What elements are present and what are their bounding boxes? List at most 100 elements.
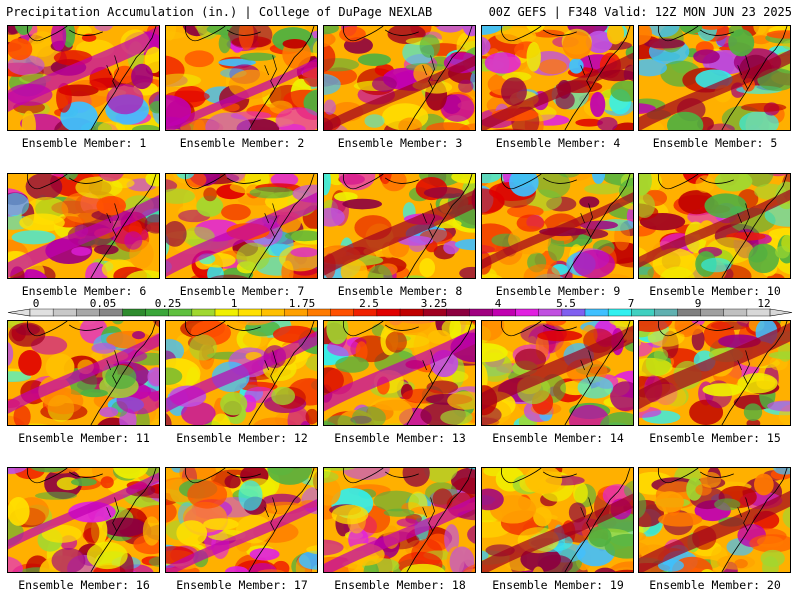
- precipitation-colorbar: [7, 308, 793, 317]
- ensemble-map-panel: [165, 467, 318, 573]
- ensemble-member-label: Ensemble Member: 13: [334, 431, 466, 445]
- ensemble-map-panel: [481, 467, 634, 573]
- colorbar-swatch: [422, 308, 447, 317]
- ensemble-member-label: Ensemble Member: 16: [18, 578, 150, 592]
- ensemble-map-panel: [323, 320, 476, 426]
- colorbar-swatch: [122, 308, 147, 317]
- colorbar-swatch: [399, 308, 424, 317]
- ensemble-map-panel: [481, 25, 634, 131]
- precipitation-field-map: [639, 174, 790, 278]
- colorbar-swatch: [654, 308, 679, 317]
- precipitation-field-map: [639, 468, 790, 572]
- precipitation-field-map: [166, 26, 317, 130]
- run-info: 00Z GEFS | F348 Valid: 12Z MON JUN 23 20…: [488, 5, 792, 19]
- ensemble-member-label: Ensemble Member: 18: [334, 578, 466, 592]
- colorbar-swatch: [677, 308, 702, 317]
- ensemble-map-panel: [165, 25, 318, 131]
- ensemble-map-panel: [323, 25, 476, 131]
- ensemble-member-label: Ensemble Member: 2: [179, 136, 305, 150]
- ensemble-member-label: Ensemble Member: 5: [652, 136, 778, 150]
- ensemble-member-label: Ensemble Member: 7: [179, 284, 305, 298]
- colorbar-swatch: [191, 308, 216, 317]
- colorbar-swatch: [607, 308, 632, 317]
- ensemble-member-label: Ensemble Member: 17: [176, 578, 308, 592]
- colorbar-tick-label: 1.75: [288, 297, 316, 310]
- ensemble-member-label: Ensemble Member: 15: [649, 431, 781, 445]
- ensemble-member-label: Ensemble Member: 12: [176, 431, 308, 445]
- precipitation-field-map: [639, 26, 790, 130]
- ensemble-map-panel: [7, 173, 160, 279]
- colorbar-max-arrow: [769, 308, 793, 317]
- colorbar-swatch: [353, 308, 378, 317]
- ensemble-member-label: Ensemble Member: 11: [18, 431, 150, 445]
- colorbar-swatch: [52, 308, 77, 317]
- colorbar-tick-label: 0: [32, 297, 40, 310]
- ensemble-map-panel: [638, 25, 791, 131]
- colorbar-tick-label: 5.5: [556, 297, 576, 310]
- ensemble-map-panel: [323, 173, 476, 279]
- colorbar-tick-label: 12: [757, 297, 771, 310]
- precipitation-field-map: [482, 468, 633, 572]
- colorbar-swatch: [561, 308, 586, 317]
- ensemble-map-panel: [7, 320, 160, 426]
- ensemble-map-panel: [165, 173, 318, 279]
- colorbar-swatch: [584, 308, 609, 317]
- ensemble-map-panel: [638, 320, 791, 426]
- colorbar-swatch: [469, 308, 494, 317]
- colorbar-swatch: [700, 308, 725, 317]
- ensemble-member-label: Ensemble Member: 20: [649, 578, 781, 592]
- precipitation-field-map: [482, 174, 633, 278]
- colorbar-tick-label: 1: [230, 297, 238, 310]
- colorbar-swatch: [284, 308, 309, 317]
- ensemble-map-panel: [7, 467, 160, 573]
- ensemble-map-panel: [481, 173, 634, 279]
- colorbar-tick-label: 3.25: [420, 297, 448, 310]
- colorbar-swatch: [330, 308, 355, 317]
- precipitation-field-map: [482, 321, 633, 425]
- colorbar-tick-label: 2.5: [359, 297, 379, 310]
- precipitation-field-map: [8, 26, 159, 130]
- precipitation-field-map: [482, 26, 633, 130]
- ensemble-member-label: Ensemble Member: 8: [337, 284, 463, 298]
- colorbar-tick-label: 0.25: [154, 297, 182, 310]
- ensemble-member-label: Ensemble Member: 10: [649, 284, 781, 298]
- colorbar-tick-label: 4: [494, 297, 502, 310]
- ensemble-map-panel: [638, 173, 791, 279]
- colorbar-swatch: [723, 308, 748, 317]
- colorbar-swatch: [261, 308, 285, 317]
- ensemble-member-label: Ensemble Member: 4: [495, 136, 621, 150]
- ensemble-member-label: Ensemble Member: 1: [21, 136, 147, 150]
- precipitation-field-map: [8, 174, 159, 278]
- precipitation-field-map: [324, 468, 475, 572]
- colorbar-swatch: [446, 308, 470, 317]
- colorbar-min-arrow: [7, 308, 31, 317]
- precipitation-field-map: [324, 174, 475, 278]
- precipitation-field-map: [166, 468, 317, 572]
- precipitation-field-map: [8, 468, 159, 572]
- colorbar-swatch: [492, 308, 517, 317]
- precipitation-field-map: [639, 321, 790, 425]
- colorbar-swatch: [76, 308, 100, 317]
- ensemble-member-label: Ensemble Member: 6: [21, 284, 147, 298]
- ensemble-map-panel: [7, 25, 160, 131]
- map-title: Precipitation Accumulation (in.) | Colle…: [6, 5, 433, 19]
- precipitation-field-map: [324, 321, 475, 425]
- ensemble-map-panel: [638, 467, 791, 573]
- ensemble-member-label: Ensemble Member: 3: [337, 136, 463, 150]
- colorbar-tick-label: 0.05: [89, 297, 117, 310]
- ensemble-map-panel: [165, 320, 318, 426]
- ensemble-map-panel: [323, 467, 476, 573]
- ensemble-member-label: Ensemble Member: 19: [492, 578, 624, 592]
- colorbar-swatch: [145, 308, 170, 317]
- colorbar-swatch: [307, 308, 332, 317]
- ensemble-map-panel: [481, 320, 634, 426]
- colorbar-swatch: [99, 308, 124, 317]
- precipitation-field-map: [324, 26, 475, 130]
- colorbar-swatch: [746, 308, 771, 317]
- colorbar-swatch: [237, 308, 262, 317]
- colorbar-tick-label: 7: [627, 297, 635, 310]
- ensemble-member-label: Ensemble Member: 14: [492, 431, 624, 445]
- colorbar-tick-label: 9: [694, 297, 702, 310]
- colorbar-swatch: [538, 308, 563, 317]
- precipitation-field-map: [8, 321, 159, 425]
